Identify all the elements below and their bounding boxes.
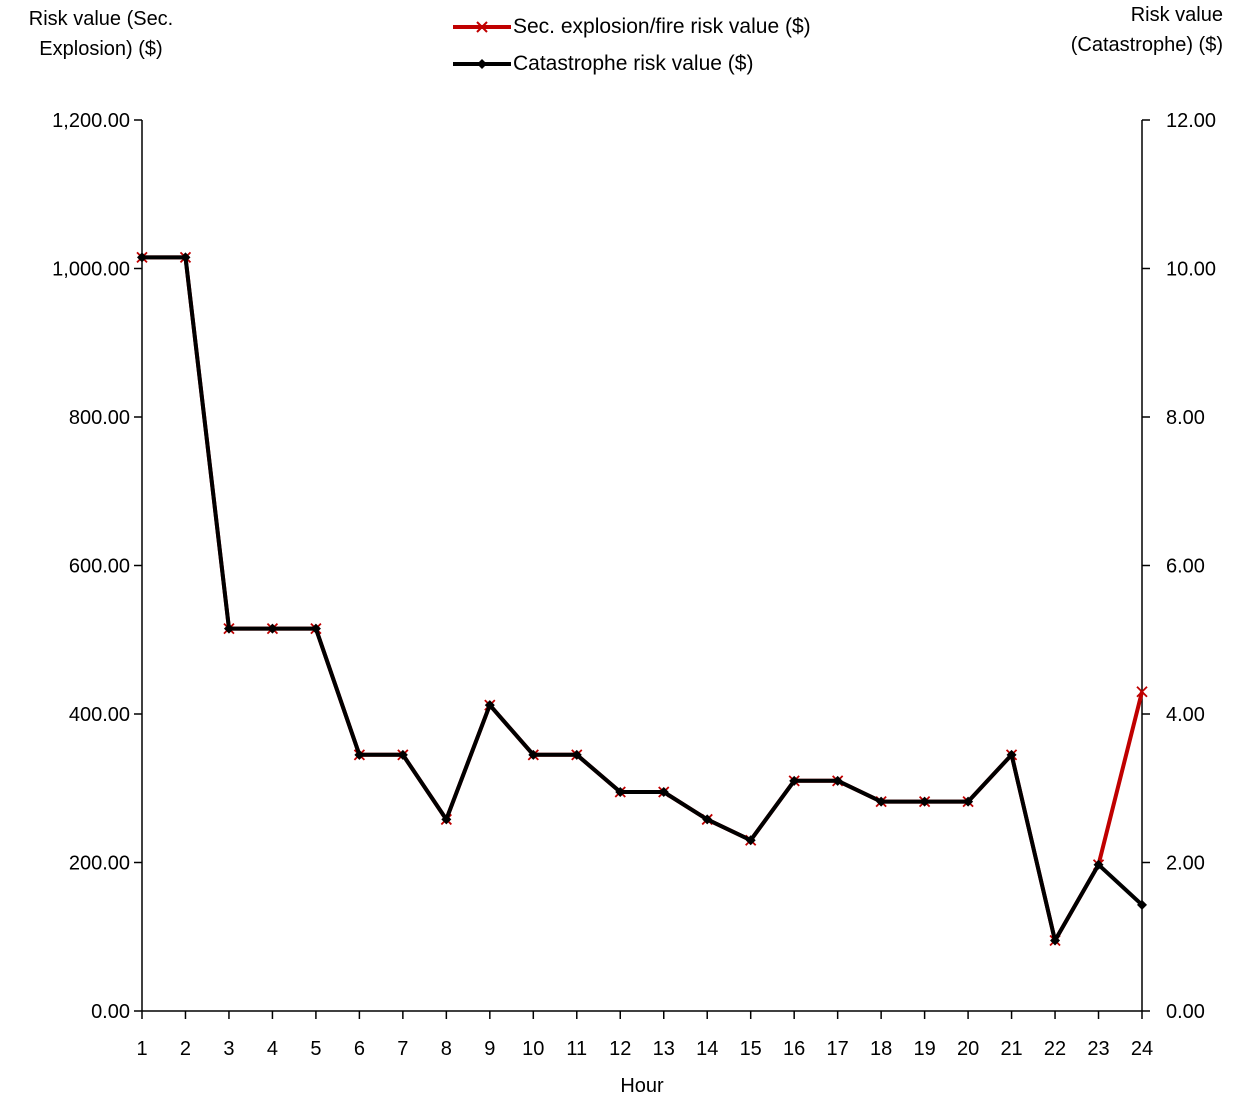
y-axis-right-label: Risk value (Catastrophe) ($) [1013,0,1223,60]
y-right-tick-label: 6.00 [1166,556,1205,578]
data-point-diamond-marker [658,786,669,797]
data-point-diamond-marker [1006,749,1017,760]
x-tick-label: 9 [484,1038,495,1060]
series-sec-explosion [136,251,1148,947]
y-left-tick-label: 1,000.00 [52,259,130,281]
x-tick-label: 1 [136,1038,147,1060]
x-tick-label: 16 [783,1038,805,1060]
y-axis-right-label-line-1: Risk value [1130,4,1223,26]
axes [141,120,1143,1012]
legend-swatch-diamond-marker-icon [453,58,511,69]
y-left-tick-label: 1,200.00 [52,110,130,132]
data-point-diamond-marker [1050,935,1061,946]
x-tick-label: 15 [740,1038,762,1060]
data-point-diamond-marker [137,252,147,263]
data-point-diamond-marker [441,814,452,825]
series-layer [136,251,1148,947]
data-point-x-marker [1136,686,1148,698]
y-axis-left-label: Risk value (Sec. Explosion) ($) [6,4,196,64]
x-tick-label: 20 [957,1038,979,1060]
data-point-diamond-marker [354,749,365,760]
series-catastrophe [137,252,1147,946]
data-point-diamond-marker [615,786,626,797]
x-tick-label: 22 [1044,1038,1066,1060]
legend-label-sec-explosion: Sec. explosion/fire risk value ($) [513,14,811,38]
y-left-tick-label: 400.00 [69,704,130,726]
x-tick-label: 24 [1131,1038,1153,1060]
data-point-diamond-marker [919,796,930,807]
x-tick-label: 3 [223,1038,234,1060]
x-tick-label: 8 [441,1038,452,1060]
x-tick-label: 21 [1000,1038,1022,1060]
x-axis-ticks: 1 2 3 4 5 6 7 8 9 10 11 12 13 14 15 16 17 18 19 20 21 22 23 24 [136,1011,1153,1060]
data-point-diamond-marker [528,749,539,760]
y-right-tick-label: 0.00 [1166,1001,1205,1023]
data-point-diamond-marker [484,700,495,711]
y-axis-right-label-line-2: (Catastrophe) ($) [1070,34,1223,56]
y-left-tick-label: 800.00 [69,407,130,429]
x-tick-label: 12 [609,1038,631,1060]
x-tick-label: 4 [267,1038,278,1060]
x-tick-label: 13 [653,1038,675,1060]
x-tick-label: 14 [696,1038,718,1060]
data-point-diamond-marker [267,623,278,634]
data-point-diamond-marker [1093,859,1104,870]
data-point-diamond-marker [876,796,887,807]
y-right-tick-label: 4.00 [1166,704,1205,726]
data-point-diamond-marker [702,814,713,825]
x-tick-label: 19 [913,1038,935,1060]
x-tick-label: 11 [566,1038,587,1060]
y-right-tick-label: 8.00 [1166,407,1205,429]
x-tick-label: 6 [354,1038,365,1060]
y-right-tick-label: 12.00 [1166,110,1216,132]
left-axis-ticks: 0.00 200.00 400.00 600.00 800.00 1,000.00 1,20… [52,110,142,1023]
y-left-tick-label: 0.00 [91,1001,130,1023]
right-axis-ticks: 0.00 2.00 4.00 6.00 8.00 10.00 12.00 [1142,110,1216,1023]
y-left-tick-label: 600.00 [69,556,130,578]
series-line [142,255,1144,943]
legend-item-catastrophe: Catastrophe risk value ($) [453,45,811,82]
x-tick-label: 7 [397,1038,408,1060]
y-left-tick-label: 200.00 [69,853,130,875]
data-point-diamond-marker [310,623,321,634]
x-tick-label: 2 [180,1038,191,1060]
data-point-diamond-marker [397,749,408,760]
x-tick-label: 17 [827,1038,849,1060]
legend-label-catastrophe: Catastrophe risk value ($) [513,51,754,75]
data-point-diamond-marker [789,775,800,786]
x-tick-label: 5 [310,1038,321,1060]
x-tick-label: 10 [522,1038,544,1060]
legend-item-sec-explosion: Sec. explosion/fire risk value ($) [453,8,811,45]
x-axis-label: Hour [620,1075,664,1097]
y-axis-left-label-line-1: Risk value (Sec. [28,8,174,30]
data-point-diamond-marker [223,623,234,634]
y-right-tick-label: 2.00 [1166,853,1205,875]
y-right-tick-label: 10.00 [1166,259,1216,281]
legend-swatch-x-marker-icon [453,20,511,33]
data-point-diamond-marker [963,796,974,807]
legend: Sec. explosion/fire risk value ($) Catas… [453,8,811,82]
data-point-diamond-marker [571,749,582,760]
data-point-diamond-marker [180,252,191,263]
series-line [142,255,1144,943]
data-point-diamond-marker [745,835,756,846]
y-axis-left-label-line-2: Explosion) ($) [39,38,163,60]
data-point-diamond-marker [832,775,843,786]
x-tick-label: 23 [1087,1038,1109,1060]
data-point-diamond-marker [1137,899,1147,910]
x-tick-label: 18 [870,1038,892,1060]
